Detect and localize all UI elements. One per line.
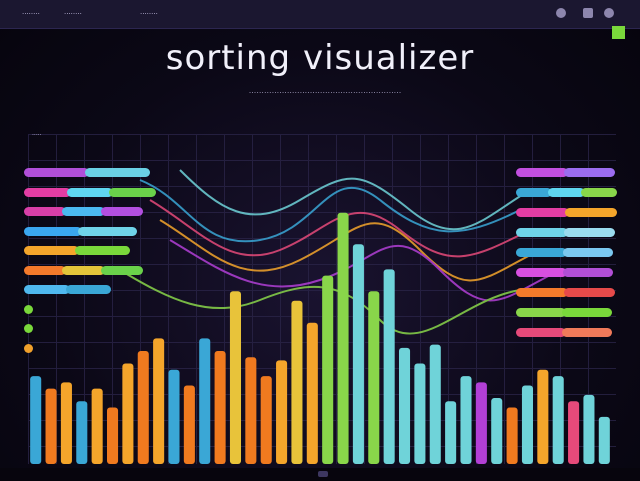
footer-handle[interactable] [318, 471, 328, 477]
left-toggle-slider[interactable] [24, 187, 71, 197]
left-toggle-slider[interactable] [100, 207, 144, 216]
left-toggle-slider[interactable] [65, 285, 112, 294]
bar [229, 291, 242, 464]
left-toggle-dot[interactable] [24, 304, 33, 314]
bar [276, 360, 288, 464]
bar [537, 369, 549, 464]
chart-bars [30, 212, 610, 464]
tab-3[interactable]: ........ [140, 8, 158, 16]
right-toggle-slider[interactable] [516, 308, 566, 317]
bar [91, 388, 103, 464]
right-toggle-slider[interactable] [516, 268, 567, 277]
right-toggle-slider[interactable] [516, 188, 553, 197]
bar [137, 350, 149, 464]
right-toggle-slider[interactable] [563, 228, 615, 237]
bar [214, 350, 226, 464]
decorative-waves [119, 169, 561, 335]
minimize-icon[interactable] [556, 8, 566, 18]
bar [383, 269, 395, 464]
bar [460, 376, 472, 464]
right-toggle-slider[interactable] [563, 288, 615, 297]
bar [306, 322, 318, 464]
bar [322, 275, 334, 464]
left-toggle-slider[interactable] [84, 168, 150, 177]
bar [183, 385, 195, 464]
right-toggle-slider[interactable] [562, 328, 612, 337]
bar [491, 398, 503, 464]
bar [568, 401, 580, 464]
left-toggle-slider[interactable] [75, 246, 131, 255]
bar [153, 338, 165, 464]
bar [76, 401, 88, 464]
left-toggle-slider[interactable] [24, 285, 70, 294]
right-toggle-slider[interactable] [516, 248, 567, 257]
bar [506, 407, 518, 464]
footer-bar [0, 468, 640, 481]
bar [352, 244, 364, 464]
page-title: sorting visualizer [165, 38, 475, 78]
bar [291, 300, 303, 464]
left-toggle-dot[interactable] [24, 324, 33, 333]
menu-icon[interactable] [583, 8, 593, 18]
bar [429, 344, 441, 464]
right-toggle-slider[interactable] [548, 188, 585, 197]
right-toggle-slider[interactable] [580, 188, 617, 197]
left-toggle-dot[interactable] [24, 343, 33, 353]
bar [106, 407, 119, 464]
left-toggle-slider[interactable] [24, 226, 83, 236]
left-toggle-slider[interactable] [24, 265, 67, 275]
bar [45, 388, 57, 464]
left-toggle-slider[interactable] [78, 226, 137, 236]
left-toggle-slider[interactable] [66, 187, 114, 197]
bar [122, 363, 134, 464]
bar [414, 363, 426, 464]
panel-label: ..... [32, 130, 42, 137]
right-toggle-slider[interactable] [562, 308, 612, 317]
bar [30, 376, 42, 464]
right-toggle-slider[interactable] [516, 328, 566, 337]
tab-1[interactable]: ........ [22, 8, 40, 16]
bar [245, 357, 257, 464]
right-toggle-slider[interactable] [516, 228, 568, 237]
left-toggle-slider[interactable] [24, 207, 67, 216]
tab-2[interactable]: ........ [64, 8, 82, 16]
right-toggle-slider[interactable] [516, 288, 568, 297]
bar [475, 382, 487, 464]
left-toggle-slider[interactable] [62, 265, 105, 275]
status-indicator [612, 26, 625, 39]
bar [521, 385, 534, 464]
settings-icon[interactable] [604, 8, 614, 18]
bar [583, 394, 595, 464]
bar [368, 291, 380, 464]
left-toggle-slider[interactable] [24, 168, 89, 177]
bar [260, 376, 272, 464]
right-toggle-slider[interactable] [562, 248, 613, 257]
bar [168, 369, 180, 464]
left-toggle-slider[interactable] [24, 246, 80, 255]
right-toggle-slider[interactable] [516, 208, 569, 217]
right-toggle-slider[interactable] [564, 208, 617, 217]
bar [445, 401, 457, 464]
bar [60, 382, 72, 464]
right-toggle-slider[interactable] [563, 168, 615, 177]
left-toggle-slider[interactable] [109, 187, 156, 197]
bar [337, 212, 349, 464]
bar [199, 338, 211, 464]
window-titlebar: ........ ........ ........ [0, 0, 640, 29]
bar [598, 416, 610, 464]
left-toggle-slider[interactable] [62, 207, 105, 216]
right-toggle-slider[interactable] [562, 268, 613, 277]
page-subtitle: ........................................… [248, 86, 402, 95]
bar [552, 376, 564, 464]
right-toggle-slider[interactable] [516, 168, 568, 177]
bar [398, 347, 411, 464]
left-toggle-slider[interactable] [100, 265, 144, 275]
